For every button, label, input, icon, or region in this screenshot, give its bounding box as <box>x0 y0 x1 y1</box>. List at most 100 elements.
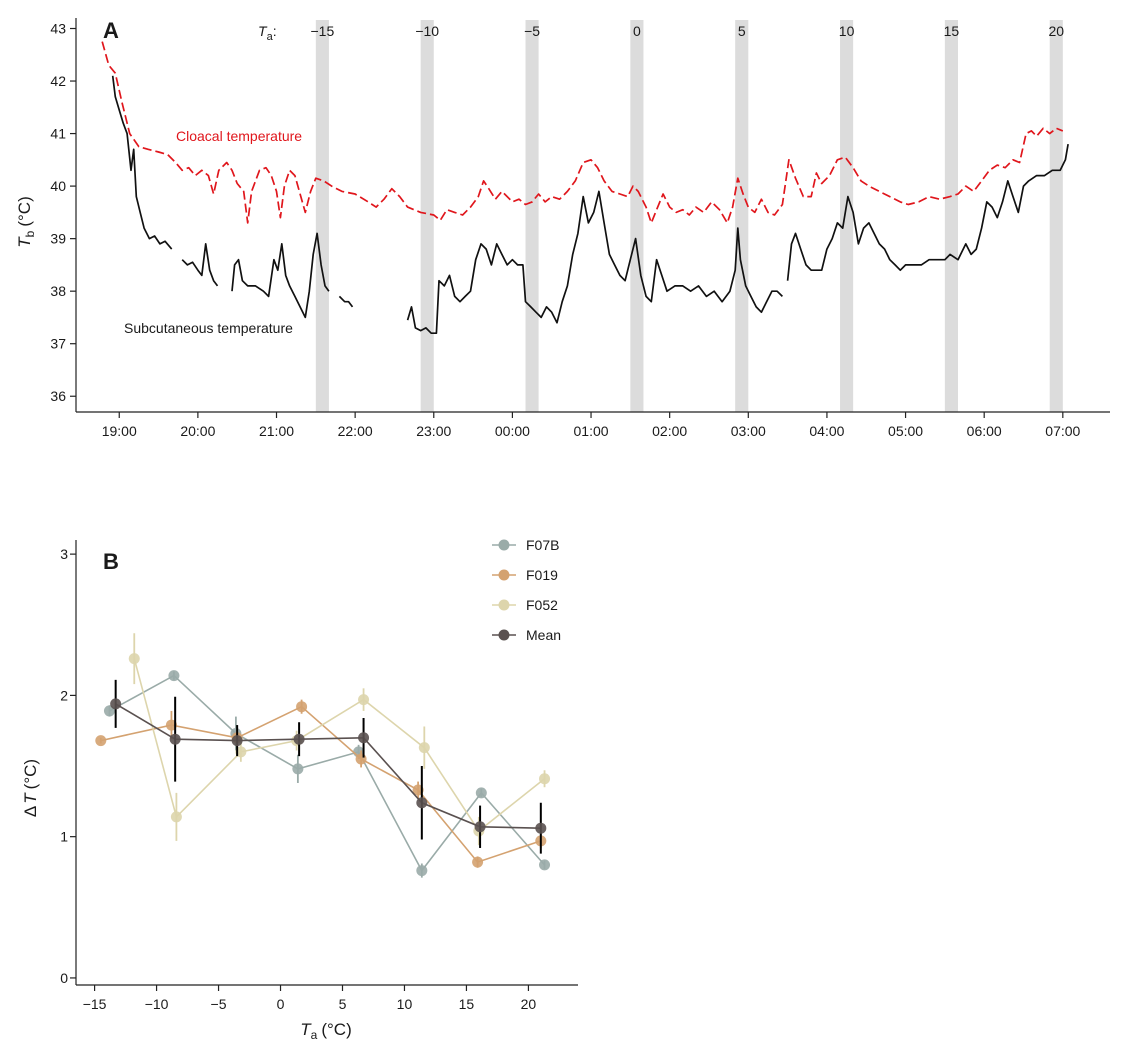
legend: F07B F019 F052 Mean <box>492 537 561 643</box>
panel-b-x-axis-title: Ta (°C) <box>300 1020 351 1042</box>
x-tick-label: 20:00 <box>180 423 215 439</box>
subcutaneous-series-label: Subcutaneous temperature <box>124 320 293 336</box>
ambient-temperature-label: 20 <box>1048 23 1064 39</box>
data-point <box>110 698 122 710</box>
x-tick-label: 05:00 <box>888 423 923 439</box>
x-tick-label: −10 <box>145 996 169 1012</box>
panel-b-y-axis-title: ΔT (°C) <box>21 759 40 817</box>
ambient-temperature-label: 10 <box>839 23 855 39</box>
y-tick-label: 3 <box>60 546 68 562</box>
panel-b-axes: 0 1 2 3 −15 −10 −5 0 5 10 15 20 <box>60 540 578 1012</box>
y-tick-label: 39 <box>50 231 66 247</box>
y-tick-label: 42 <box>50 73 66 89</box>
data-point <box>416 797 428 809</box>
x-tick-label: 0 <box>277 996 285 1012</box>
x-tick-label: 02:00 <box>652 423 687 439</box>
y-tick-label: 36 <box>50 388 66 404</box>
data-point <box>358 694 370 706</box>
data-point <box>169 733 181 745</box>
legend-marker <box>498 629 510 641</box>
x-tick-label: 19:00 <box>102 423 137 439</box>
cloacal-series-label: Cloacal temperature <box>176 128 302 144</box>
x-tick-label: 15 <box>459 996 475 1012</box>
data-point <box>168 670 180 682</box>
ta-symbol: T <box>258 23 268 39</box>
series-line <box>109 674 546 873</box>
x-tick-label: 00:00 <box>495 423 530 439</box>
legend-marker <box>498 569 510 581</box>
x-axis-symbol: T <box>300 1020 312 1039</box>
x-tick-label: 22:00 <box>338 423 373 439</box>
panel-b-series <box>95 633 551 878</box>
panel-a-y-axis-title: Tb (°C) <box>15 196 37 247</box>
y-axis-unit: (°C) <box>15 196 34 226</box>
ambient-band <box>944 20 958 412</box>
y-tick-label: 40 <box>50 178 66 194</box>
x-tick-label: 21:00 <box>259 423 294 439</box>
y-axis-subscript: b <box>23 230 37 237</box>
ambient-temperature-label: −10 <box>415 23 439 39</box>
ambient-temperature-label: 15 <box>944 23 960 39</box>
x-tick-label: 23:00 <box>416 423 451 439</box>
data-point <box>358 732 370 744</box>
data-point <box>472 856 484 868</box>
ambient-band <box>630 20 644 412</box>
ta-colon: : <box>273 23 277 39</box>
y-tick-label: 37 <box>50 336 66 352</box>
y-tick-label: 38 <box>50 283 66 299</box>
legend-marker <box>498 539 510 551</box>
panel-a-axes: 36 37 38 39 40 41 42 43 19:00 20:00 21:00 22:00 23:0… <box>50 18 1110 439</box>
ambient-temperature-bands <box>315 20 1063 412</box>
legend-label: Mean <box>526 627 561 643</box>
data-point <box>355 753 367 765</box>
data-point <box>416 865 428 877</box>
data-point <box>474 821 486 833</box>
x-axis-unit: (°C) <box>321 1020 351 1039</box>
x-tick-label: 5 <box>339 996 347 1012</box>
y-tick-label: 2 <box>60 687 68 703</box>
panel-b-label: B <box>103 549 119 574</box>
ambient-temperature-label: −5 <box>524 23 540 39</box>
data-point <box>535 822 547 834</box>
panel-a: A Ta: −15 −10 −5 0 5 10 15 20 36 37 38 39 40 41 42 43 1… <box>15 18 1110 439</box>
data-point <box>292 763 304 775</box>
x-tick-label: 07:00 <box>1045 423 1080 439</box>
cloacal-temperature-line <box>101 41 1064 224</box>
data-point <box>231 735 243 747</box>
delta-symbol: Δ <box>21 806 40 817</box>
ambient-band <box>840 20 854 412</box>
y-tick-label: 1 <box>60 829 68 845</box>
ta-subscript: a <box>267 31 274 43</box>
x-tick-label: 04:00 <box>809 423 844 439</box>
data-point <box>539 773 551 785</box>
x-tick-label: 20 <box>521 996 537 1012</box>
ambient-temperature-labels: −15 −10 −5 0 5 10 15 20 <box>311 23 1065 39</box>
x-tick-label: −15 <box>83 996 107 1012</box>
ambient-band <box>1049 20 1063 412</box>
subcutaneous-temperature-line <box>111 75 1069 335</box>
x-axis-subscript: a <box>311 1028 318 1042</box>
data-point <box>296 701 308 713</box>
x-tick-label: 01:00 <box>574 423 609 439</box>
panel-a-series <box>101 41 1069 335</box>
y-axis-unit: (°C) <box>21 759 40 789</box>
data-point <box>103 705 115 717</box>
ambient-temperature-label: −15 <box>311 23 335 39</box>
x-tick-label: 10 <box>397 996 413 1012</box>
data-point <box>170 811 182 823</box>
ambient-temperature-label: 0 <box>633 23 641 39</box>
data-point <box>293 733 305 745</box>
legend-label: F052 <box>526 597 558 613</box>
data-point <box>475 787 487 799</box>
data-point <box>95 735 107 747</box>
y-tick-label: 43 <box>50 21 66 37</box>
ambient-temperature-label: 5 <box>738 23 746 39</box>
x-tick-label: 03:00 <box>731 423 766 439</box>
series-line <box>100 705 542 864</box>
series-line <box>115 703 541 829</box>
ambient-band <box>315 20 329 412</box>
legend-label: F07B <box>526 537 559 553</box>
panel-a-label: A <box>103 18 119 43</box>
